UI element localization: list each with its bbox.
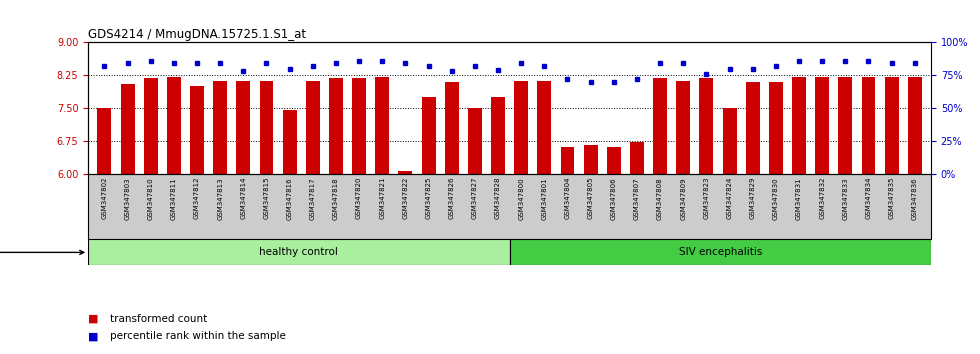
Text: GSM347807: GSM347807 [634,177,640,219]
Bar [561,147,574,174]
Bar [653,78,667,174]
Bar [260,81,273,174]
Text: GSM347809: GSM347809 [680,177,686,219]
Text: GSM347822: GSM347822 [403,177,409,219]
Text: GSM347803: GSM347803 [124,177,130,219]
Text: GSM347836: GSM347836 [911,177,918,219]
Bar [167,78,181,174]
Text: GSM347827: GSM347827 [471,177,478,219]
Bar [282,110,297,174]
Bar [676,81,690,174]
Text: transformed count: transformed count [110,314,207,324]
Text: percentile rank within the sample: percentile rank within the sample [110,331,285,341]
Text: GSM347834: GSM347834 [865,177,871,219]
Bar [537,81,552,174]
Bar [214,81,227,174]
Bar [399,171,413,174]
Text: GSM347826: GSM347826 [449,177,455,219]
Bar [445,82,459,174]
Text: healthy control: healthy control [260,247,338,257]
Text: GSM347812: GSM347812 [194,177,200,219]
Text: GSM347829: GSM347829 [750,177,756,219]
Bar [861,76,875,174]
Text: GSM347821: GSM347821 [379,177,385,219]
Text: GSM347835: GSM347835 [889,177,895,219]
Text: GSM347811: GSM347811 [171,177,176,219]
Text: GSM347814: GSM347814 [240,177,246,219]
Text: GSM347816: GSM347816 [286,177,293,219]
Bar [190,86,204,174]
Bar [491,97,505,174]
Text: GSM347800: GSM347800 [518,177,524,219]
Text: disease state: disease state [0,247,84,257]
Bar [700,78,713,174]
Bar [885,76,899,174]
Bar [144,78,158,174]
Text: GSM347830: GSM347830 [773,177,779,219]
Text: GSM347820: GSM347820 [356,177,362,219]
Text: GSM347825: GSM347825 [425,177,431,219]
Bar [467,108,482,174]
Bar [375,76,389,174]
Text: SIV encephalitis: SIV encephalitis [678,247,762,257]
Bar [746,82,760,174]
Bar [607,147,620,174]
Bar [510,239,931,266]
Text: GSM347832: GSM347832 [819,177,825,219]
Text: GSM347805: GSM347805 [588,177,594,219]
Text: GSM347810: GSM347810 [148,177,154,219]
Text: GSM347818: GSM347818 [333,177,339,219]
Text: GSM347802: GSM347802 [101,177,108,219]
Text: GSM347808: GSM347808 [658,177,663,219]
Text: GSM347813: GSM347813 [218,177,223,219]
Text: GSM347823: GSM347823 [704,177,710,219]
Bar [792,76,806,174]
Bar [236,81,250,174]
Bar [97,108,112,174]
Text: ■: ■ [88,331,99,341]
Text: GSM347828: GSM347828 [495,177,501,219]
Text: GSM347804: GSM347804 [564,177,570,219]
Bar [306,81,319,174]
Bar [121,84,134,174]
Bar [838,76,853,174]
Text: GSM347817: GSM347817 [310,177,316,219]
Bar [88,239,510,266]
Bar [352,78,367,174]
Bar [630,142,644,174]
Bar [769,82,783,174]
Bar [815,76,829,174]
Bar [584,145,598,174]
Text: GSM347815: GSM347815 [264,177,270,219]
Text: ■: ■ [88,314,99,324]
Bar [722,108,737,174]
Bar [421,97,435,174]
Text: GDS4214 / MmugDNA.15725.1.S1_at: GDS4214 / MmugDNA.15725.1.S1_at [88,28,307,41]
Text: GSM347824: GSM347824 [726,177,733,219]
Text: GSM347831: GSM347831 [796,177,802,219]
Text: GSM347801: GSM347801 [541,177,548,219]
Bar [329,78,343,174]
Text: GSM347833: GSM347833 [843,177,849,219]
Text: GSM347806: GSM347806 [611,177,616,219]
Bar [907,76,922,174]
Bar [514,81,528,174]
